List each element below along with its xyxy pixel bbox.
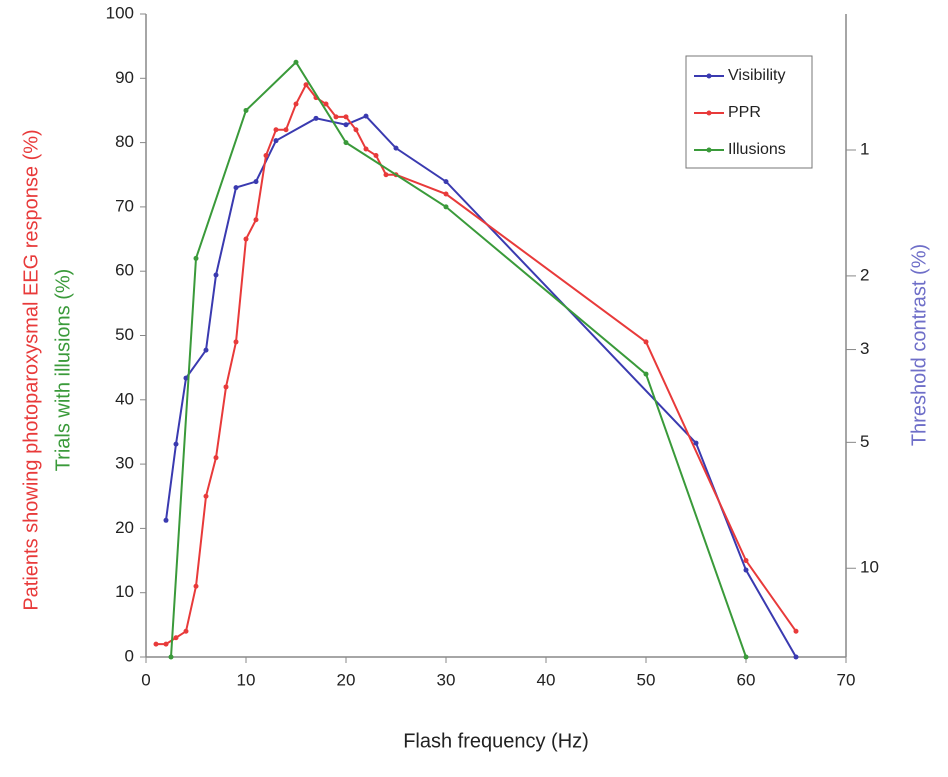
y-tick-label: 20 [115,518,134,537]
y-tick-label: 10 [115,582,134,601]
x-axis-label: Flash frequency (Hz) [403,730,589,752]
data-point [323,101,329,107]
data-point [203,347,209,353]
data-point [213,272,219,278]
legend-label: PPR [728,104,761,121]
y-tick-label: 60 [115,261,134,280]
x-tick-label: 20 [337,670,356,689]
data-point [383,172,389,178]
data-point [153,641,159,647]
data-point [183,628,189,634]
data-point [168,654,174,660]
data-point [693,440,699,446]
y2-tick-label: 10 [860,558,879,577]
legend-label: Illusions [728,141,786,158]
x-tick-label: 60 [737,670,756,689]
data-point [743,558,749,564]
x-tick-label: 70 [837,670,856,689]
series-line [170,60,747,658]
data-point [183,375,189,381]
data-point [303,82,309,88]
data-point [253,179,259,185]
x-tick-label: 50 [637,670,656,689]
legend-label: Visibility [728,67,786,84]
y-tick-label: 0 [125,646,134,665]
data-point [293,101,299,107]
data-point [373,152,379,158]
y2-axis-label: Threshold contrast (%) [908,244,930,446]
data-point [163,641,169,647]
y-tick-label: 40 [115,389,134,408]
y-tick-label: 70 [115,196,134,215]
data-point [343,122,349,128]
data-point [293,59,299,65]
data-point [643,339,649,345]
y-tick-label: 90 [115,68,134,87]
legend-marker [706,110,712,116]
data-point [273,127,279,133]
data-point [203,493,209,499]
x-tick-label: 40 [537,670,556,689]
series-line [156,82,797,646]
data-point [223,384,229,390]
data-point [193,255,199,261]
x-tick-label: 0 [141,670,150,689]
data-point [363,146,369,152]
data-point [283,127,289,133]
y-axis-label: Patients showing photoparoxysmal EEG res… [20,129,42,610]
data-point [243,107,249,113]
legend-marker [706,73,712,79]
data-point [253,217,259,223]
data-point [743,567,749,573]
data-point [353,127,359,133]
data-point [643,371,649,377]
data-point [333,114,339,120]
data-point [193,583,199,589]
data-point [163,517,169,523]
data-point [233,185,239,191]
data-point [243,236,249,242]
legend-marker [706,147,712,153]
data-point [793,628,799,634]
y-tick-label: 80 [115,132,134,151]
data-point [263,152,269,158]
data-point [313,115,319,121]
x-tick-label: 30 [437,670,456,689]
data-point [213,455,219,461]
data-point [273,138,279,144]
data-point [363,113,369,119]
y2-tick-label: 5 [860,432,869,451]
y2-tick-label: 1 [860,139,869,158]
x-tick-label: 10 [237,670,256,689]
y2-tick-label: 2 [860,265,869,284]
data-point [743,654,749,660]
y-tick-label: 100 [106,3,134,22]
y-tick-label: 30 [115,454,134,473]
data-point [443,204,449,210]
y-tick-label: 50 [115,325,134,344]
data-point [393,145,399,151]
data-point [443,191,449,197]
y-axis-label: Trials with illusions (%) [52,269,74,472]
data-point [173,441,179,447]
data-point [233,339,239,345]
data-point [343,140,349,146]
data-point [343,114,349,120]
data-point [173,635,179,641]
y2-tick-label: 3 [860,339,869,358]
data-point [443,179,449,185]
data-point [793,654,799,660]
